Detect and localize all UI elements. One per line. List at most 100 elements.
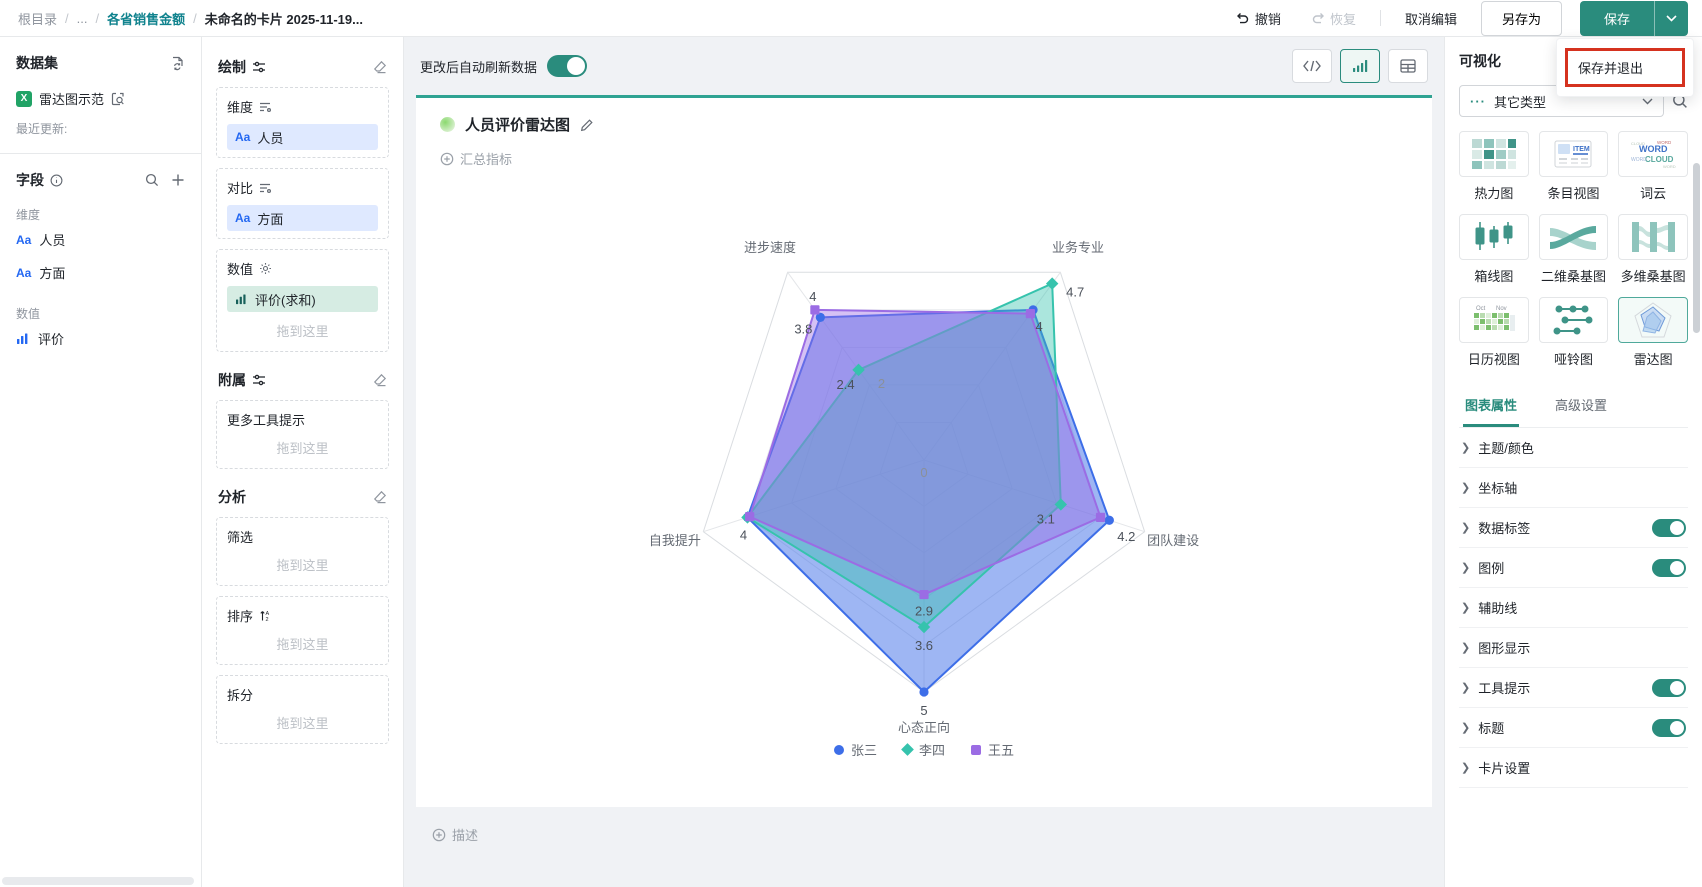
section-guide-lines[interactable]: ❯ 辅助线 — [1459, 588, 1688, 628]
tooltip-slot: 更多工具提示 拖到这里 — [216, 400, 389, 469]
heatmap-icon — [1470, 137, 1518, 171]
save-button[interactable]: 保存 — [1579, 0, 1654, 36]
breadcrumb-ellipsis[interactable]: ... — [76, 10, 88, 26]
svg-text:ITEM: ITEM — [1573, 146, 1590, 153]
breadcrumb-separator: / — [95, 10, 100, 26]
section-label: 标题 — [1478, 721, 1505, 736]
clear-attach-icon[interactable] — [373, 373, 387, 387]
field-item-fangmian[interactable]: Aa 方面 — [16, 256, 185, 289]
breadcrumb-root[interactable]: 根目录 — [18, 11, 58, 27]
section-toggle[interactable] — [1652, 718, 1686, 737]
draw-panel: 绘制 维度 Aa 人员 — [202, 37, 404, 887]
chip-label: 评价(求和) — [255, 292, 316, 308]
switch-dataset-icon[interactable] — [170, 56, 185, 71]
radar-data-label: 4.7 — [1066, 285, 1084, 300]
drop-zone-hint[interactable]: 拖到这里 — [276, 441, 329, 456]
breadcrumb: 根目录 / ... / 各省销售金额 / 未命名的卡片 2025-11-19..… — [18, 9, 363, 28]
section-legend[interactable]: ❯ 图例 — [1459, 548, 1688, 588]
auto-refresh-toggle[interactable] — [547, 55, 588, 77]
auto-refresh-label: 更改后自动刷新数据 — [420, 59, 538, 75]
item-view-icon: ITEM — [1549, 137, 1597, 171]
chart-type-calendar[interactable]: Oct Nov 日历 — [1459, 297, 1529, 368]
radar-tick-label: 2 — [878, 376, 885, 391]
redo-button[interactable]: 恢复 — [1305, 8, 1362, 29]
edit-title-icon[interactable] — [580, 118, 594, 132]
status-dot — [440, 117, 455, 132]
drop-zone-hint[interactable]: 拖到这里 — [276, 324, 329, 339]
chart-view-button[interactable] — [1340, 49, 1380, 83]
legend-marker — [971, 744, 981, 755]
section-title[interactable]: ❯ 标题 — [1459, 708, 1688, 748]
chip-renyuan[interactable]: Aa 人员 — [227, 124, 378, 150]
legend-item[interactable]: 王五 — [971, 740, 1014, 759]
section-toggle[interactable] — [1652, 518, 1686, 537]
section-graph-display[interactable]: ❯ 图形显示 — [1459, 628, 1688, 668]
cancel-edit-button[interactable]: 取消编辑 — [1399, 8, 1463, 29]
drop-zone-hint[interactable]: 拖到这里 — [276, 716, 329, 731]
chart-type-label: 条目视图 — [1547, 186, 1600, 201]
dimension-slot: 维度 Aa 人员 — [216, 87, 389, 158]
add-description[interactable]: 描述 — [432, 825, 1416, 844]
chevron-right-icon: ❯ — [1461, 642, 1471, 654]
tab-advanced-settings[interactable]: 高级设置 — [1555, 398, 1608, 413]
breadcrumb-parent-link[interactable]: 各省销售金额 — [107, 11, 186, 27]
section-toggle[interactable] — [1652, 558, 1686, 577]
chart-type-sankey-2d[interactable]: 二维桑基图 — [1538, 214, 1609, 285]
field-item-pingjia[interactable]: 评价 — [16, 322, 185, 355]
field-item-renyuan[interactable]: Aa 人员 — [16, 223, 185, 256]
chart-type-sankey-multi[interactable]: 多维桑基图 — [1618, 214, 1688, 285]
sort-az-icon: A 2 — [259, 610, 271, 622]
chip-fangmian[interactable]: Aa 方面 — [227, 205, 378, 231]
drop-zone-hint[interactable]: 拖到这里 — [276, 558, 329, 573]
table-view-button[interactable] — [1388, 49, 1428, 83]
chevron-right-icon: ❯ — [1461, 682, 1471, 694]
chart-type-boxplot[interactable]: 箱线图 — [1459, 214, 1529, 285]
clear-draw-icon[interactable] — [373, 60, 387, 74]
section-axes[interactable]: ❯ 坐标轴 — [1459, 468, 1688, 508]
section-toggle[interactable] — [1652, 678, 1686, 697]
calendar-icon: Oct Nov — [1470, 302, 1518, 338]
dataset-item[interactable]: X 雷达图示范 — [16, 89, 185, 108]
save-dropdown-button[interactable] — [1654, 0, 1688, 36]
chart-type-radar[interactable]: 雷达图 — [1618, 297, 1688, 368]
section-label: 主题/颜色 — [1478, 441, 1534, 456]
code-icon — [1303, 60, 1321, 72]
chip-pingjia-sum[interactable]: 评价(求和) — [227, 286, 378, 312]
drop-zone-hint[interactable]: 拖到这里 — [276, 637, 329, 652]
search-fields-icon[interactable] — [145, 173, 159, 187]
undo-button[interactable]: 撤销 — [1230, 8, 1287, 29]
tab-chart-properties[interactable]: 图表属性 — [1463, 386, 1520, 427]
preview-data-icon[interactable] — [111, 92, 125, 106]
dimension-group-label: 维度 — [16, 208, 41, 222]
chart-type-heatmap[interactable]: 热力图 — [1459, 131, 1529, 202]
chevron-right-icon: ❯ — [1461, 722, 1471, 734]
radar-chart[interactable]: 进步速度 业务专业 团队建设 心态正向 自我提升 3.8 4 4.2 5 2.4 4.7 3.1 3.6… — [440, 168, 1408, 736]
chart-type-wordcloud[interactable]: WORD CLOUD WORD WORD CLOUD WORD 词云 — [1618, 131, 1688, 202]
add-summary-metric[interactable]: 汇总指标 — [440, 149, 1408, 168]
redo-icon — [1311, 11, 1325, 25]
sql-view-button[interactable] — [1292, 49, 1332, 83]
chart-type-item-view[interactable]: ITEM 条目视图 — [1538, 131, 1609, 202]
section-tooltip[interactable]: ❯ 工具提示 — [1459, 668, 1688, 708]
horizontal-scrollbar[interactable] — [2, 877, 194, 885]
sankey-2d-icon — [1548, 220, 1598, 254]
field-label: 方面 — [39, 266, 66, 281]
value-slot: 数值 评价(求和) 拖到这里 — [216, 249, 389, 352]
save-as-button[interactable]: 另存为 — [1480, 0, 1562, 36]
legend-item[interactable]: 李四 — [901, 740, 945, 759]
chart-type-label: 词云 — [1640, 186, 1667, 201]
gear-icon[interactable] — [259, 262, 272, 275]
save-and-exit-menu-item[interactable]: 保存并退出 — [1565, 48, 1685, 87]
section-card-settings[interactable]: ❯ 卡片设置 — [1459, 748, 1688, 788]
section-data-labels[interactable]: ❯ 数据标签 — [1459, 508, 1688, 548]
analysis-title: 分析 — [218, 489, 246, 505]
legend-item[interactable]: 张三 — [833, 740, 877, 759]
save-split-button: 保存 — [1579, 0, 1688, 36]
clear-analysis-icon[interactable] — [373, 490, 387, 504]
add-field-icon[interactable] — [171, 173, 185, 187]
chart-type-dumbbell[interactable]: 哑铃图 — [1538, 297, 1609, 368]
vertical-scrollbar[interactable] — [1693, 163, 1700, 333]
section-theme-color[interactable]: ❯ 主题/颜色 — [1459, 428, 1688, 468]
field-label: 评价 — [38, 332, 65, 347]
